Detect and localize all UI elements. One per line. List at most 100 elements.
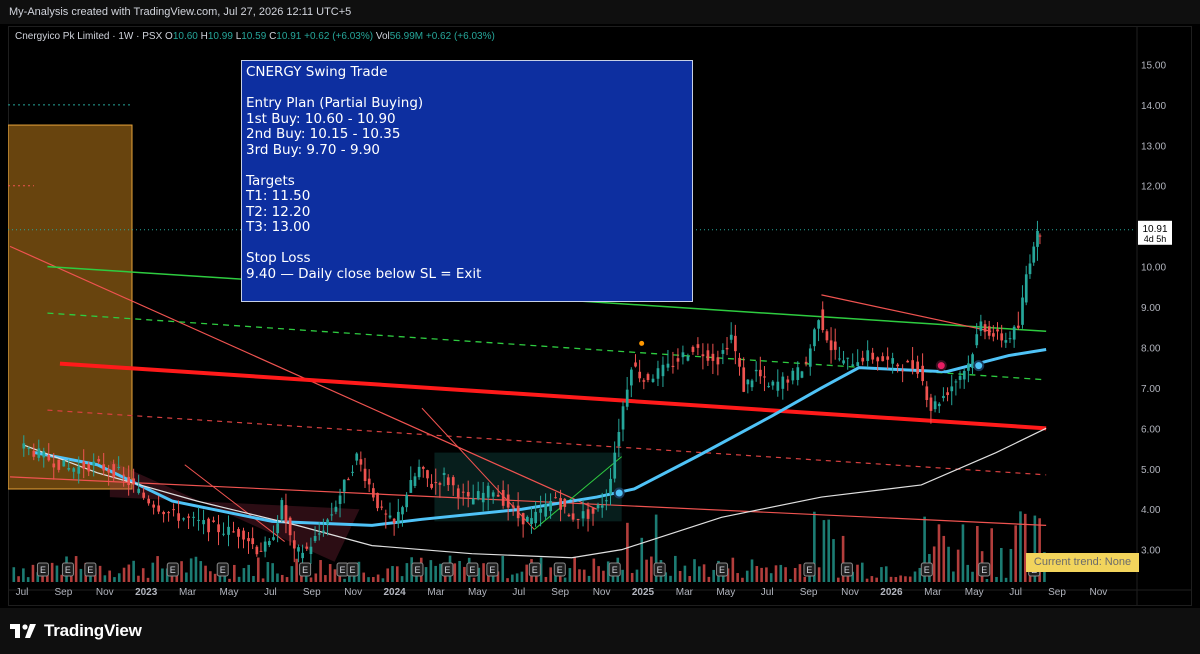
volume-bar: [774, 565, 778, 582]
volume-bar: [860, 562, 864, 582]
earnings-marker: [166, 562, 179, 577]
y-tick-label: 9.00: [1141, 303, 1161, 314]
candle-body: [187, 516, 190, 518]
volume-bar: [79, 568, 83, 582]
volume-bar: [520, 571, 524, 582]
volume-bar: [976, 526, 979, 582]
tradingview-brand[interactable]: TradingView: [10, 620, 142, 642]
earnings-marker: [840, 562, 853, 577]
candle-body: [734, 335, 737, 352]
trade-plan-annotation[interactable]: CNERGY Swing Trade Entry Plan (Partial Bu…: [241, 60, 693, 302]
volume-bar: [477, 567, 481, 582]
candle-body: [729, 334, 733, 340]
candle-body: [127, 476, 131, 486]
earnings-marker-label: E: [302, 565, 308, 575]
candle-body: [838, 358, 841, 360]
volume-bar: [947, 546, 950, 582]
candle-body: [1032, 246, 1036, 263]
volume-bar: [760, 567, 763, 582]
volume-bar: [736, 573, 739, 582]
candle-body: [132, 478, 136, 485]
volume-bar: [252, 575, 255, 582]
candle-body: [182, 518, 185, 520]
candle-body: [725, 347, 729, 350]
volume-bar: [587, 575, 591, 582]
candle-body: [851, 364, 855, 366]
brand-name: TradingView: [44, 621, 142, 640]
candle-body: [347, 479, 350, 481]
volume-bar: [12, 567, 16, 582]
candle-body: [521, 513, 525, 525]
volume-bar: [669, 575, 672, 582]
earnings-marker-label: E: [170, 565, 176, 575]
volume-bar: [122, 567, 126, 582]
volume-bar: [592, 558, 596, 582]
candle-body: [396, 511, 400, 524]
candle-body: [267, 541, 271, 546]
annotation-line: 2nd Buy: 10.15 - 10.35: [246, 126, 401, 142]
y-tick-label: 7.00: [1141, 384, 1161, 395]
close-label: C: [269, 31, 277, 42]
candle-body: [871, 352, 875, 360]
volume-bar: [769, 573, 773, 582]
volume-bar: [966, 564, 970, 582]
earnings-marker-label: E: [65, 565, 71, 575]
earnings-marker: [61, 562, 74, 577]
candle-body: [72, 468, 76, 472]
candle-body: [1024, 274, 1028, 303]
candle-body: [617, 432, 621, 447]
annotation-line: [246, 81, 688, 97]
candle-body: [946, 392, 949, 396]
volume-bar: [856, 564, 859, 582]
volume-bar: [688, 576, 692, 582]
candle-body: [117, 466, 121, 468]
candle-body: [167, 512, 170, 514]
volume-bar: [434, 565, 437, 582]
candle-body: [67, 467, 71, 470]
volume-bar: [602, 570, 605, 582]
candle-body: [763, 376, 766, 378]
volume-bar: [458, 560, 461, 582]
candle-body: [137, 488, 141, 493]
low-value: 10.59: [241, 31, 267, 42]
volume-bar: [995, 576, 998, 582]
volume-bar: [654, 514, 658, 582]
volume-bar: [626, 522, 629, 582]
candle-body: [481, 492, 485, 503]
candle-body: [334, 506, 338, 512]
volume-bar: [640, 537, 644, 582]
candle-body: [716, 357, 720, 365]
earnings-marker-label: E: [557, 565, 563, 575]
candle-body: [52, 463, 56, 468]
x-tick-label: May: [220, 587, 239, 598]
lower-channel-line: [9, 476, 1047, 526]
volume-bar: [22, 568, 25, 582]
candle-body: [800, 371, 804, 378]
candle-body: [958, 375, 962, 380]
price-chart[interactable]: 3.004.005.006.007.008.009.0010.0011.0012…: [8, 26, 1192, 606]
candle-body: [911, 360, 915, 369]
candle-body: [646, 374, 650, 380]
candle-body: [786, 379, 790, 383]
candle-body: [172, 509, 175, 511]
volume-bar: [285, 577, 289, 582]
candle-body: [925, 386, 929, 400]
candle-body: [886, 356, 890, 360]
y-tick-label: 5.00: [1141, 465, 1161, 476]
candle-body: [272, 537, 275, 540]
candle-body: [796, 367, 800, 380]
volume-bar: [36, 572, 40, 582]
earnings-marker-label: E: [806, 565, 812, 575]
candle-body: [338, 495, 342, 504]
candle-body: [87, 463, 91, 472]
volume-bar: [712, 569, 715, 582]
annotation-line: T2: 12.20: [246, 203, 311, 220]
annotation-line: 1st Buy: 10.60 - 10.90: [246, 110, 396, 127]
volume-bar: [674, 555, 677, 582]
candle-body: [706, 350, 710, 361]
candle-body: [232, 531, 235, 533]
candle-body: [738, 357, 741, 367]
volume-bar: [386, 568, 390, 582]
candle-body: [297, 547, 300, 552]
candle-body: [842, 360, 845, 364]
